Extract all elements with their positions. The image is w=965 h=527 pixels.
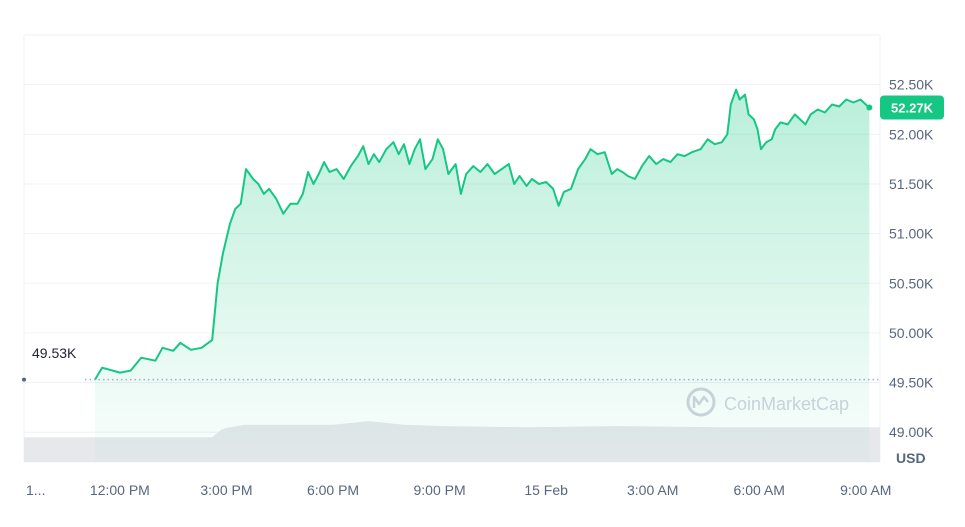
y-tick-label-5: 50.00K (889, 325, 934, 341)
price-line (94, 88, 870, 381)
y-tick-label-1: 52.00K (889, 126, 934, 142)
x-tick-label-4: 9:00 PM (413, 482, 465, 498)
y-tick-label-2: 51.50K (889, 176, 934, 192)
price-area-fill (95, 89, 870, 462)
x-tick-label-2: 3:00 PM (200, 482, 252, 498)
x-tick-label-6: 3:00 AM (627, 482, 678, 498)
watermark: CoinMarketCap (686, 387, 849, 417)
y-tick-label-3: 51.00K (889, 226, 934, 242)
x-tick-label-7: 6:00 AM (734, 482, 785, 498)
price-line-series (94, 88, 873, 381)
y-tick-label-4: 50.50K (889, 275, 934, 291)
current-price-badge-text: 52.27K (891, 101, 934, 116)
currency-label: USD (896, 450, 926, 466)
x-tick-label-0: 1... (26, 482, 45, 498)
x-tick-label-8: 9:00 AM (840, 482, 891, 498)
x-tick-label-1: 12:00 PM (90, 482, 150, 498)
y-tick-label-6: 49.50K (889, 375, 934, 391)
coinmarketcap-logo-icon (686, 387, 716, 417)
current-price-badge-bg (880, 95, 944, 120)
baseline-group: 49.53K (22, 345, 880, 382)
x-axis: 1... 12:00 PM 3:00 PM 6:00 PM 9:00 PM 15 Feb 3… (26, 482, 891, 498)
baseline-price-label: 49.53K (32, 345, 77, 361)
x-tick-label-3: 6:00 PM (307, 482, 359, 498)
x-tick-label-5: 15 Feb (524, 482, 568, 498)
y-axis: 52.50K 52.00K 51.50K 51.00K 50.50K 50.00K 49.5… (889, 77, 934, 441)
watermark-text: CoinMarketCap (724, 394, 849, 414)
current-price-badge: 52.27K (880, 95, 944, 120)
current-price-point (866, 104, 873, 111)
price-area (95, 89, 870, 462)
y-tick-label-0: 52.50K (889, 77, 934, 93)
baseline-marker (22, 377, 26, 382)
y-tick-label-7: 49.00K (889, 424, 934, 440)
